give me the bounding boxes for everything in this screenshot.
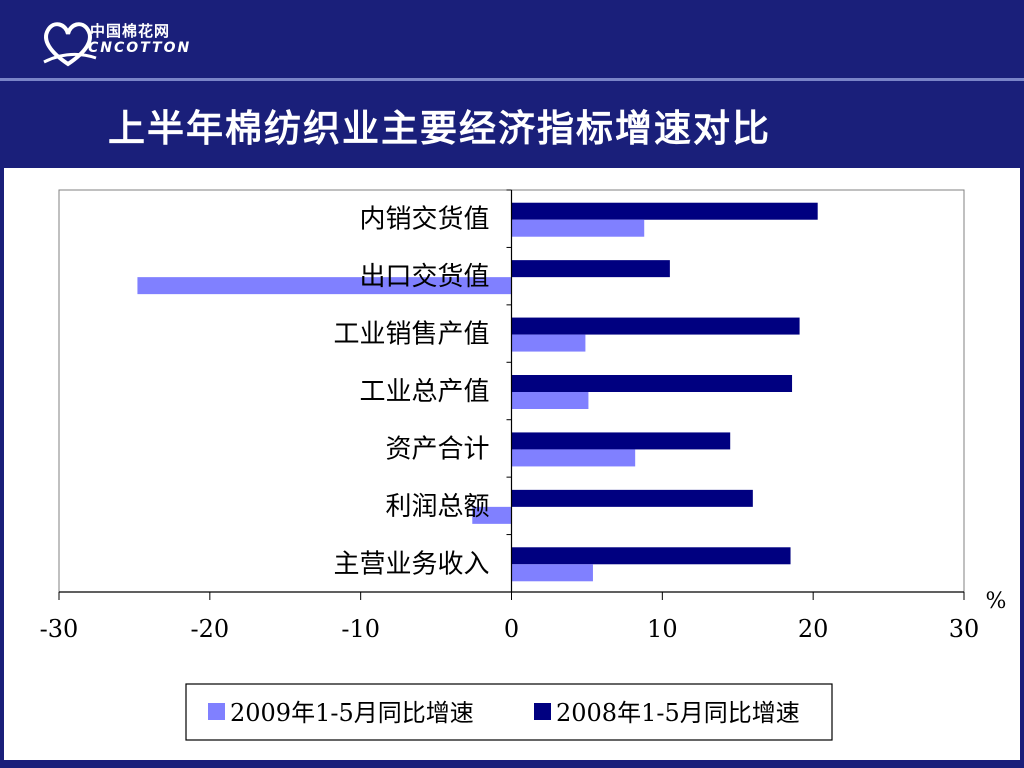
- logo-english-text: CNCOTTON: [88, 40, 192, 56]
- x-tick-label-6: 30: [949, 615, 980, 643]
- header-divider: [0, 78, 1024, 81]
- bar-2009-3: [511, 334, 586, 352]
- category-label-7: 主营业务收入: [333, 549, 489, 579]
- bar-2008-2: [511, 260, 670, 278]
- category-label-1: 内销交货值: [359, 205, 489, 235]
- bar-2008-3: [511, 317, 800, 335]
- bar-2009-5: [511, 449, 636, 467]
- bar-2008-7: [511, 547, 791, 565]
- cncotton-logo: 中国棉花网 CNCOTTON: [38, 14, 198, 76]
- category-label-2: 出口交货值: [359, 262, 489, 292]
- x-tick-label-2: -10: [341, 615, 380, 643]
- bar-2009-2: [137, 277, 512, 295]
- x-tick-label-5: 20: [798, 615, 829, 643]
- bar-2008-4: [511, 375, 793, 392]
- category-label-6: 利润总额: [385, 492, 489, 522]
- legend-label-1: 2009年1-5月同比增速: [230, 699, 474, 727]
- legend-box: [185, 683, 833, 741]
- legend-swatch-1: [208, 703, 225, 720]
- bar-2009-6: [472, 506, 512, 524]
- slide-title: 上半年棉纺织业主要经济指标增速对比: [108, 107, 771, 150]
- x-tick-label-1: -20: [191, 615, 230, 643]
- x-tick-label-0: -30: [40, 615, 79, 643]
- bar-2008-6: [511, 489, 753, 507]
- logo-mark-icon: [43, 22, 97, 67]
- category-label-4: 工业总产值: [359, 377, 489, 407]
- bar-2008-1: [511, 202, 818, 220]
- x-tick-label-3: 0: [504, 615, 519, 643]
- category-label-3: 工业销售产值: [333, 320, 489, 350]
- x-tick-label-4: 10: [647, 615, 678, 643]
- bar-2008-5: [511, 432, 731, 450]
- legend-label-2: 2008年1-5月同比增速: [556, 699, 800, 727]
- bar-2009-7: [511, 564, 593, 582]
- category-label-5: 资产合计: [385, 434, 489, 464]
- logo-chinese-text: 中国棉花网: [90, 22, 171, 40]
- legend-swatch-2: [534, 703, 551, 720]
- bar-2009-4: [511, 392, 589, 409]
- unit-label: %: [986, 589, 1007, 614]
- bar-2009-1: [511, 219, 645, 237]
- chart-panel: 内销交货值出口交货值工业销售产值工业总产值资产合计利润总额主营业务收入 -30 -2…: [4, 168, 1020, 760]
